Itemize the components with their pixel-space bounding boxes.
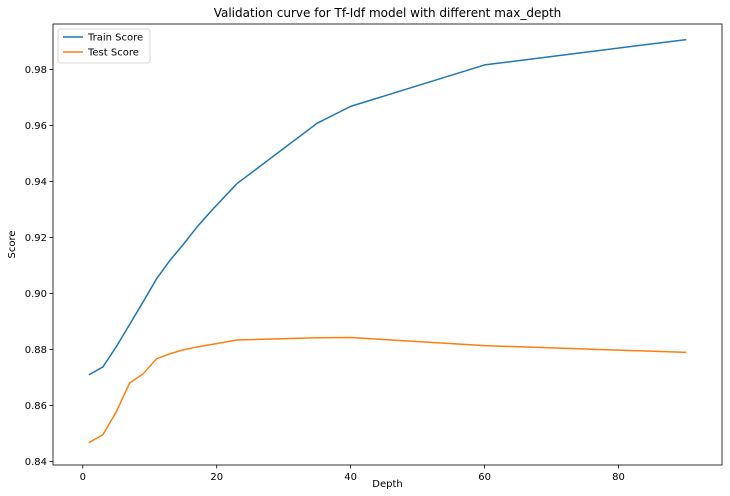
series-line-train-score: [88, 38, 687, 376]
y-tick-label: 0.90: [25, 289, 47, 300]
x-axis-label: Depth: [372, 479, 402, 490]
x-tick-label: 20: [210, 472, 223, 483]
plot-frame: [52, 23, 723, 466]
y-axis-label: Score: [7, 230, 18, 258]
y-tick-label: 0.98: [25, 65, 47, 76]
plot-lines: [88, 38, 687, 444]
x-tick-label: 0: [80, 472, 86, 483]
y-tick-label: 0.88: [25, 345, 47, 356]
y-tick-label: 0.92: [25, 233, 47, 244]
x-tick-label: 80: [612, 472, 625, 483]
y-tick-label: 0.84: [25, 457, 47, 468]
series-line-test-score: [88, 336, 687, 444]
y-tick-label: 0.96: [25, 121, 47, 132]
legend: Train Score Test Score: [57, 28, 151, 64]
y-tick-label: 0.94: [25, 177, 47, 188]
legend-label: Test Score: [87, 48, 139, 59]
x-tick-label: 40: [344, 472, 357, 483]
y-tick-label: 0.86: [25, 401, 47, 412]
chart-title: Validation curve for Tf-Idf model with d…: [214, 6, 562, 20]
x-axis: 0 20 40 60 80: [80, 465, 625, 483]
legend-label: Train Score: [87, 33, 143, 44]
x-tick-label: 60: [478, 472, 491, 483]
y-axis: 0.84 0.86 0.88 0.90 0.92 0.94 0.96 0.98: [25, 65, 53, 468]
